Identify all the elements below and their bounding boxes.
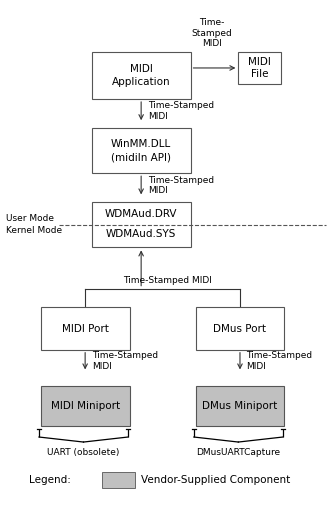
- Text: Time-Stamped MIDI: Time-Stamped MIDI: [123, 276, 212, 284]
- FancyBboxPatch shape: [92, 52, 191, 99]
- Text: MIDI
File: MIDI File: [248, 57, 271, 80]
- Text: WinMM.DLL
(midiIn API): WinMM.DLL (midiIn API): [111, 139, 171, 162]
- FancyBboxPatch shape: [92, 128, 191, 173]
- FancyBboxPatch shape: [196, 307, 284, 350]
- Text: MIDI Miniport: MIDI Miniport: [51, 402, 120, 412]
- FancyBboxPatch shape: [92, 202, 191, 247]
- FancyBboxPatch shape: [41, 307, 130, 350]
- Text: Legend:: Legend:: [29, 475, 71, 485]
- Text: DMus Miniport: DMus Miniport: [202, 402, 278, 412]
- Text: MIDI Port: MIDI Port: [62, 323, 109, 334]
- FancyBboxPatch shape: [238, 52, 281, 84]
- Text: Time-Stamped
MIDI: Time-Stamped MIDI: [148, 101, 214, 121]
- Text: Time-Stamped
MIDI: Time-Stamped MIDI: [247, 351, 313, 371]
- FancyBboxPatch shape: [196, 386, 284, 426]
- Text: UART (obsolete): UART (obsolete): [47, 448, 120, 457]
- Text: Kernel Mode: Kernel Mode: [6, 226, 62, 235]
- Text: WDMAud.DRV: WDMAud.DRV: [105, 209, 178, 220]
- FancyBboxPatch shape: [41, 386, 130, 426]
- Text: Time-Stamped
MIDI: Time-Stamped MIDI: [92, 351, 158, 371]
- Text: DMus Port: DMus Port: [213, 323, 266, 334]
- FancyBboxPatch shape: [102, 472, 135, 488]
- Text: Time-
Stamped
MIDI: Time- Stamped MIDI: [192, 18, 232, 48]
- Text: DMusUARTCapture: DMusUARTCapture: [196, 448, 280, 457]
- Text: MIDI
Application: MIDI Application: [112, 64, 171, 87]
- Text: Vendor-Supplied Component: Vendor-Supplied Component: [141, 475, 290, 485]
- Text: WDMAud.SYS: WDMAud.SYS: [106, 230, 176, 239]
- Text: User Mode: User Mode: [6, 214, 54, 223]
- Text: Time-Stamped
MIDI: Time-Stamped MIDI: [148, 175, 214, 195]
